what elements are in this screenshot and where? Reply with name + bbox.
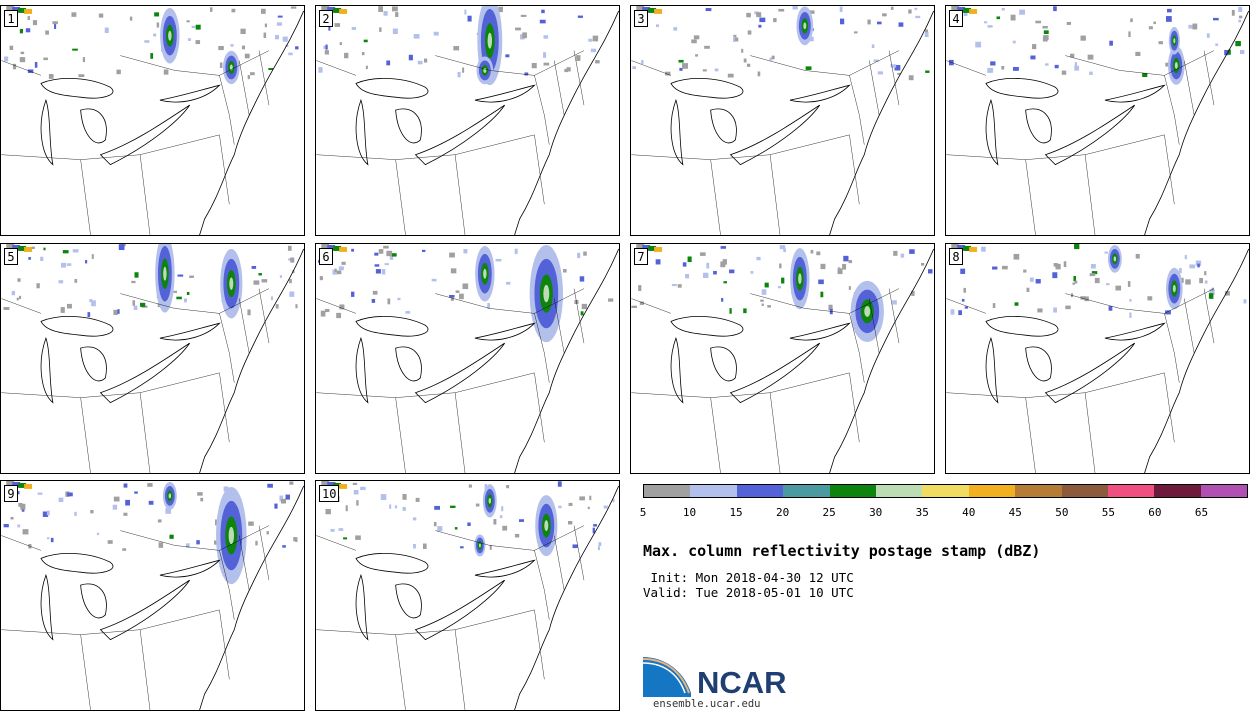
map-1 [1, 6, 304, 235]
stamp-panel-6: 6 [315, 243, 620, 474]
stamp-panel-9: 9 [0, 480, 305, 711]
map-5 [1, 244, 304, 473]
legend-swatch [1015, 485, 1062, 497]
legend-swatch [1061, 485, 1108, 497]
legend-tick: 30 [869, 506, 883, 519]
stamp-panel-1: 1 [0, 5, 305, 236]
legend-swatch [1200, 485, 1248, 497]
legend-swatch [875, 485, 923, 497]
ncar-logo-icon [643, 657, 691, 697]
legend-tick: 60 [1148, 506, 1162, 519]
panel-number: 7 [634, 248, 648, 265]
stamp-panel-2: 2 [315, 5, 620, 236]
panel-number: 3 [634, 10, 648, 27]
legend-tick: 55 [1101, 506, 1115, 519]
map-8 [946, 244, 1249, 473]
stamp-panel-7: 7 [630, 243, 935, 474]
valid-time: Valid: Tue 2018-05-01 10 UTC [643, 585, 854, 600]
stamp-panel-8: 8 [945, 243, 1250, 474]
init-time: Init: Mon 2018-04-30 12 UTC [643, 570, 854, 585]
stamp-panel-10: 10 [315, 480, 620, 711]
legend-tick: 10 [682, 506, 697, 519]
legend-swatch [968, 485, 1016, 497]
legend-swatch [644, 485, 691, 497]
legend-tick: 40 [962, 506, 976, 519]
panel-number: 5 [4, 248, 18, 265]
map-10 [316, 481, 619, 710]
panel-number: 1 [4, 10, 18, 27]
legend-tick: 20 [775, 506, 790, 519]
logo-text: NCAR [697, 665, 787, 700]
map-4 [946, 6, 1249, 235]
stamp-panel-5: 5 [0, 243, 305, 474]
map-6 [316, 244, 619, 473]
panel-number: 9 [4, 485, 18, 502]
legend-swatch [1154, 485, 1201, 497]
legend-tick: 5 [639, 506, 647, 519]
stamp-panel-4: 4 [945, 5, 1250, 236]
legend-swatch [922, 485, 969, 497]
legend-tick: 50 [1055, 506, 1069, 519]
map-7 [631, 244, 934, 473]
panel-number: 2 [319, 10, 333, 27]
panel-number: 4 [949, 10, 963, 27]
legend-ticks: 5 10 15 20 25 30 35 40 45 50 55 60 65 [639, 506, 1248, 520]
map-2 [316, 6, 619, 235]
legend-tick: 65 [1194, 506, 1209, 519]
legend-swatch [736, 485, 784, 497]
color-legend [643, 484, 1248, 498]
legend-swatch [829, 485, 876, 497]
legend-tick: 45 [1008, 506, 1022, 519]
legend-swatch [783, 485, 830, 497]
legend-tick: 15 [729, 506, 743, 519]
stamp-panel-3: 3 [630, 5, 935, 236]
legend-swatch [1107, 485, 1155, 497]
legend-swatch [690, 485, 737, 497]
map-3 [631, 6, 934, 235]
legend-tick: 25 [822, 506, 836, 519]
plot-title: Max. column reflectivity postage stamp (… [643, 542, 1041, 560]
legend-tick: 35 [915, 506, 929, 519]
website-url: ensemble.ucar.edu [653, 698, 761, 710]
panel-number: 10 [319, 485, 340, 502]
panel-number: 8 [949, 248, 963, 265]
panel-number: 6 [319, 248, 333, 265]
map-9 [1, 481, 304, 710]
